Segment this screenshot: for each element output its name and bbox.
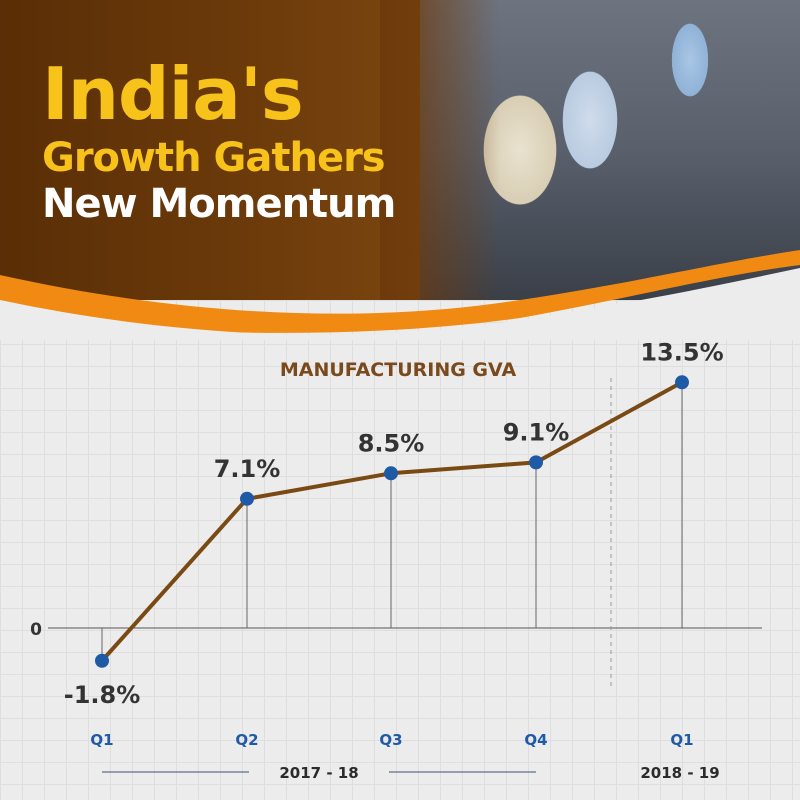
year-label: 2018 - 19: [640, 764, 719, 782]
year-groups: 2017 - 18 2018 - 19: [102, 764, 720, 782]
category-labels: Q1 Q2 Q3 Q4 Q1: [90, 731, 693, 749]
drop-lines: [101, 382, 683, 661]
series-line-layer: [100, 380, 683, 663]
data-points: [95, 375, 689, 668]
category-label: Q3: [379, 731, 402, 749]
headline-line-3: New Momentum: [42, 181, 396, 227]
data-label: 13.5%: [640, 338, 723, 366]
data-label: 9.1%: [503, 418, 570, 446]
chart-title: MANUFACTURING GVA: [280, 359, 517, 381]
zero-label: 0: [30, 620, 42, 640]
category-label: Q2: [235, 731, 258, 749]
data-point: [529, 455, 543, 470]
header-banner: India's Growth Gathers New Momentum: [0, 0, 800, 330]
photo-fade: [380, 0, 500, 300]
headline-line-1: India's: [42, 52, 304, 136]
chart-grid-background: [0, 300, 800, 800]
data-label: -1.8%: [64, 681, 141, 709]
data-point: [95, 653, 109, 668]
data-label: 8.5%: [358, 429, 425, 457]
data-point: [240, 491, 254, 506]
category-label: Q1: [670, 731, 693, 749]
headline-line-2: Growth Gathers: [42, 135, 386, 181]
axis-layer: 0: [30, 378, 762, 690]
data-labels: -1.8% 7.1% 8.5% 9.1% 13.5%: [64, 338, 724, 708]
data-point: [384, 466, 398, 481]
data-label: 7.1%: [214, 455, 281, 483]
category-label: Q1: [90, 731, 113, 749]
headline: India's Growth Gathers New Momentum: [42, 52, 396, 227]
series-line: [100, 380, 683, 663]
data-point: [675, 375, 689, 390]
category-label: Q4: [524, 731, 547, 749]
orange-wave: [0, 250, 800, 340]
year-label: 2017 - 18: [279, 764, 358, 782]
